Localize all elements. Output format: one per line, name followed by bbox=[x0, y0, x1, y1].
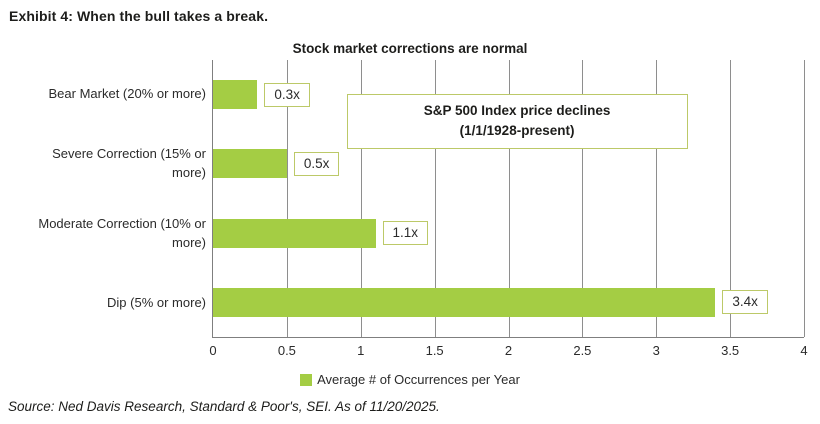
exhibit-title: Exhibit 4: When the bull takes a break. bbox=[9, 8, 269, 24]
bar bbox=[213, 149, 287, 179]
annotation-line-2: (1/1/1928-present) bbox=[459, 123, 575, 139]
x-tick-label: 1 bbox=[357, 343, 365, 358]
value-label-box: 0.5x bbox=[293, 151, 340, 176]
x-tick-label: 3 bbox=[652, 343, 660, 358]
bar-row: 3.4x bbox=[213, 268, 804, 337]
x-tick-label: 2.5 bbox=[573, 343, 592, 358]
bar bbox=[213, 80, 258, 110]
x-tick-label: 1.5 bbox=[425, 343, 444, 358]
x-tick-label: 4 bbox=[800, 343, 808, 358]
annotation-line-1: S&P 500 Index price declines bbox=[423, 102, 611, 118]
gridline-x-4 bbox=[804, 60, 805, 337]
bar-rows: 0.3x 0.5x 1.1x 3.4x bbox=[213, 60, 804, 337]
source-note: Source: Ned Davis Research, Standard & P… bbox=[8, 399, 440, 414]
bar bbox=[213, 218, 376, 248]
bar-row: 0.3x bbox=[213, 60, 804, 129]
x-tick-label: 0 bbox=[209, 343, 217, 358]
chart-title: Stock market corrections are normal bbox=[292, 41, 528, 56]
y-category-label: Severe Correction (15% or more) bbox=[52, 146, 206, 181]
gridline-x-2.5 bbox=[582, 60, 584, 337]
bar-row: 1.1x bbox=[213, 199, 804, 268]
annotation-box: S&P 500 Index price declines (1/1/1928-p… bbox=[346, 93, 688, 150]
x-axis-tick-labels: 0 0.5 1 1.5 2 2.5 3 3.5 4 bbox=[209, 337, 808, 358]
gridline-x-3.5 bbox=[730, 60, 732, 337]
value-label-box: 1.1x bbox=[382, 221, 429, 246]
y-category-label: Bear Market (20% or more) bbox=[48, 86, 207, 102]
y-category-label: Dip (5% or more) bbox=[107, 294, 206, 310]
gridline-x-1 bbox=[360, 60, 362, 337]
x-tick-label: 3.5 bbox=[721, 343, 740, 358]
legend-label: Average # of Occurrences per Year bbox=[317, 372, 520, 387]
x-tick-label: 2 bbox=[504, 343, 513, 358]
legend-swatch-icon bbox=[300, 373, 313, 386]
legend: Average # of Occurrences per Year bbox=[0, 372, 820, 387]
plot-area: 0.3x 0.5x 1.1x 3.4x S&P 500 Index price dec… bbox=[209, 60, 808, 358]
bar-row: 0.5x bbox=[213, 129, 804, 198]
gridline-x-0.5 bbox=[286, 60, 288, 337]
value-label-box: 0.3x bbox=[264, 82, 310, 107]
bar bbox=[213, 287, 716, 317]
gridline-x-1.5 bbox=[434, 60, 436, 337]
y-axis-category-labels: Bear Market (20% or more) Severe Correcti… bbox=[0, 60, 206, 338]
gridline-x-3 bbox=[656, 60, 658, 337]
value-label-box: 3.4x bbox=[722, 290, 768, 315]
y-category-label: Moderate Correction (10% or more) bbox=[38, 215, 206, 250]
gridline-x-2 bbox=[508, 60, 510, 337]
x-tick-label: 0.5 bbox=[277, 343, 296, 358]
